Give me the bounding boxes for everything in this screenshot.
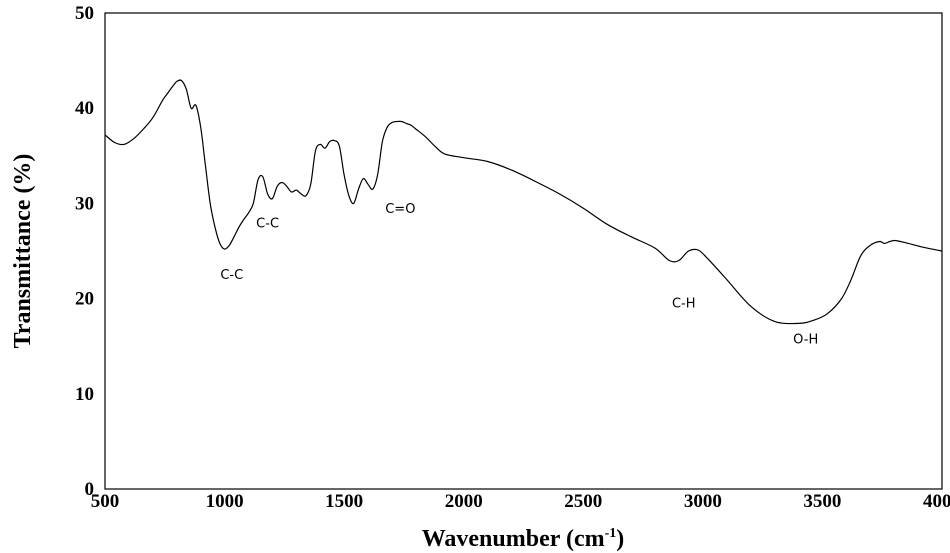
peak-label-c-c: C-C <box>220 268 243 283</box>
plot-frame <box>104 12 943 490</box>
x-tick-label-1000: 1000 <box>206 491 244 512</box>
y-tick-label-40: 40 <box>75 98 94 119</box>
spectrum-line-0 <box>104 79 943 325</box>
x-tick-label-3000: 3000 <box>684 491 722 512</box>
plot-area: C-C C-C C=O C-H O-H <box>104 12 943 490</box>
y-tick-label-10: 10 <box>75 384 94 405</box>
peak-annotations: C-C C-C C=O C-H O-H <box>220 202 818 347</box>
x-tick-label-2000: 2000 <box>445 491 483 512</box>
x-tick-label-3500: 3500 <box>803 491 841 512</box>
y-tick-label-20: 20 <box>75 289 94 310</box>
peak-label-c-h: C-H <box>672 296 696 311</box>
y-axis-title: Transmittance (%) <box>10 154 36 349</box>
x-tick-label-2500: 2500 <box>564 491 602 512</box>
peak-label-c-o: C=O <box>385 202 415 217</box>
y-axis-ticks: 0 10 20 30 40 50 <box>75 3 94 500</box>
y-tick-label-30: 30 <box>75 193 94 214</box>
y-tick-label-0: 0 <box>85 479 95 500</box>
peak-label-o-h: O-H <box>793 333 818 348</box>
x-tick-label-1500: 1500 <box>325 491 363 512</box>
peak-label-c-c: C-C <box>256 216 279 231</box>
x-tick-label-500: 500 <box>91 491 120 512</box>
y-tick-label-50: 50 <box>75 3 94 24</box>
x-axis-title: Wavenumber (cm-1) <box>422 526 625 552</box>
